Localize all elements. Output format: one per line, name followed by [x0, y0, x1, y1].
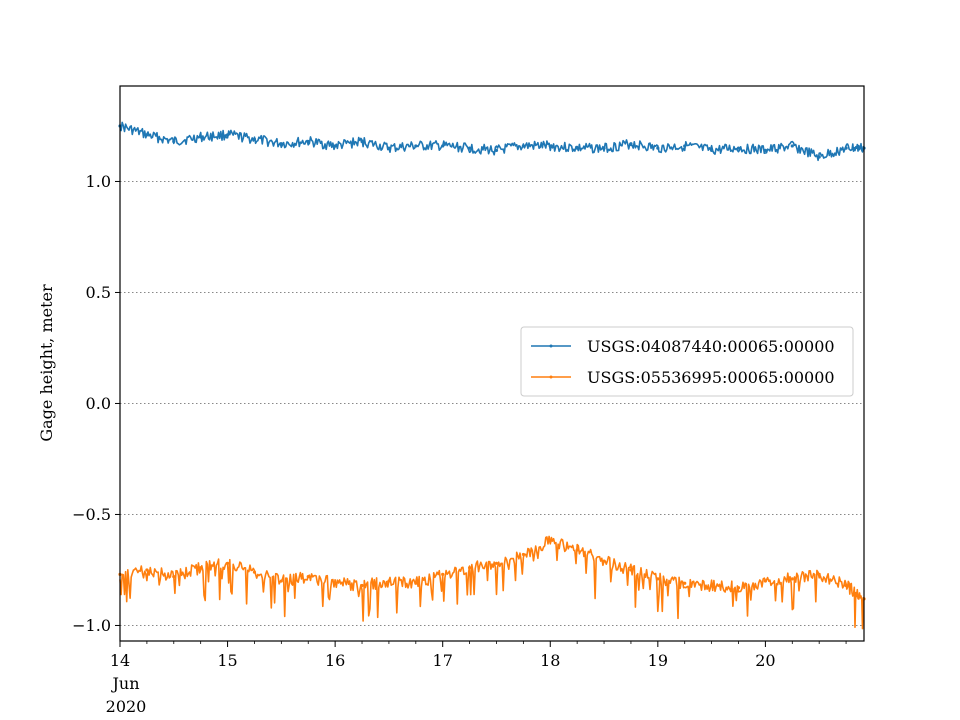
y-tick-label: −1.0 [72, 616, 111, 635]
data-point [629, 568, 633, 572]
data-point [387, 146, 391, 150]
gridlines [120, 180, 864, 626]
data-point [710, 583, 714, 588]
x-secondary-label-year: 2020 [106, 697, 147, 716]
x-tick-label: 19 [648, 651, 668, 670]
data-point [467, 146, 472, 150]
data-point [199, 566, 203, 570]
legend-label-series-1: USGS:04087440:00065:00000 [587, 337, 835, 356]
legend: USGS:04087440:00065:00000 USGS:05536995:… [520, 326, 854, 397]
x-tick-label: 20 [755, 651, 775, 670]
data-point [225, 561, 230, 565]
data-point [467, 566, 472, 570]
data-point [494, 561, 499, 565]
series-1 [118, 121, 866, 162]
data-point [387, 579, 391, 583]
data-point [252, 137, 257, 141]
y-tick-label: −0.5 [72, 505, 111, 524]
data-point [548, 539, 552, 543]
data-point [710, 148, 714, 152]
data-point [145, 568, 149, 572]
data-point [333, 144, 337, 148]
data-point [629, 142, 633, 146]
data-point [602, 559, 606, 563]
data-point [575, 146, 579, 150]
series-line [119, 535, 865, 630]
data-point [736, 146, 741, 150]
x-tick-label: 15 [217, 651, 237, 670]
legend-marker-series-2 [549, 375, 553, 379]
data-point [817, 572, 821, 577]
data-point [252, 570, 257, 574]
y-tick-label: 1.0 [86, 172, 111, 191]
data-point [225, 133, 230, 137]
data-point [575, 548, 579, 552]
data-point [844, 583, 848, 588]
data-point [683, 581, 687, 585]
data-point [360, 583, 364, 588]
data-point [360, 139, 364, 144]
data-point [763, 579, 767, 583]
data-point [306, 139, 310, 144]
data-point [521, 144, 525, 148]
axes-frame [119, 85, 865, 642]
data-point [521, 552, 525, 557]
data-point [441, 144, 445, 148]
data-point [414, 144, 418, 148]
data-point [656, 577, 660, 581]
series-2 [118, 535, 866, 630]
y-axis-label: Gage height, meter [37, 284, 56, 442]
x-axis-ticks: 14 15 16 17 18 19 20 [110, 641, 847, 670]
data-point [279, 142, 283, 146]
plot-series [118, 121, 866, 630]
data-point [817, 155, 821, 159]
legend-box [520, 326, 854, 397]
data-point [844, 146, 848, 150]
data-point [656, 146, 660, 150]
x-tick-label: 14 [110, 651, 130, 670]
data-point [306, 575, 310, 579]
data-point [683, 144, 687, 148]
series-line [119, 121, 865, 162]
data-point [414, 581, 418, 585]
x-tick-label: 18 [540, 651, 560, 670]
data-point [790, 577, 794, 581]
y-tick-label: 0.5 [86, 283, 111, 302]
data-point [441, 572, 445, 577]
data-point [790, 144, 794, 148]
data-point [548, 144, 552, 148]
y-tick-label: 0.0 [86, 394, 111, 413]
data-point [763, 148, 767, 152]
x-tick-label: 16 [325, 651, 345, 670]
legend-label-series-2: USGS:05536995:00065:00000 [587, 368, 835, 387]
legend-marker-series-1 [549, 344, 553, 348]
data-point [602, 146, 606, 150]
data-point [199, 135, 203, 139]
x-tick-label: 17 [433, 651, 453, 670]
data-point [736, 586, 741, 590]
data-point [172, 139, 176, 144]
data-point [279, 579, 283, 583]
x-secondary-label-month: Jun [110, 674, 139, 693]
data-point [172, 575, 176, 579]
data-point [145, 133, 149, 137]
data-point [494, 148, 499, 152]
y-axis-ticks: −1.0 −0.5 0.0 0.5 1.0 [72, 172, 120, 635]
data-point [333, 581, 337, 585]
